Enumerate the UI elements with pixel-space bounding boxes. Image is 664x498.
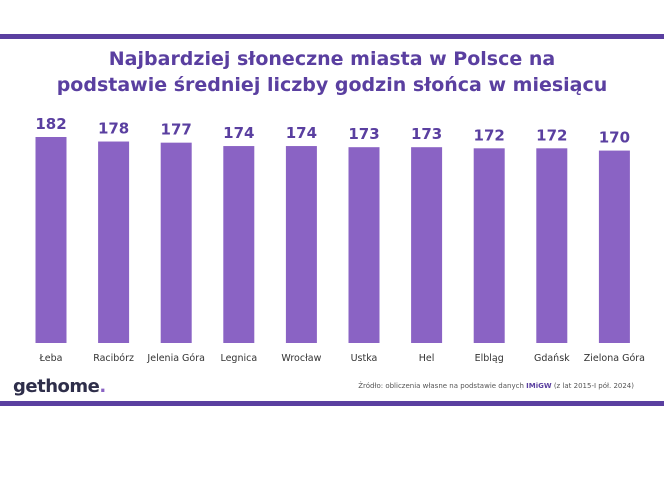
category-label-1: Racibórz	[93, 353, 134, 364]
category-label-0: Łeba	[38, 353, 62, 364]
source-brand: IMiGW	[526, 382, 552, 390]
bar-4	[285, 146, 317, 343]
category-label-2: Jelenia Góra	[146, 353, 205, 364]
chart-title: Najbardziej słoneczne miasta w Polsce na…	[0, 46, 664, 98]
value-label-1: 178	[98, 120, 129, 138]
value-label-7: 172	[474, 126, 505, 144]
top-frame-line	[0, 34, 664, 39]
value-label-4: 174	[286, 124, 317, 142]
source-suffix: (z lat 2015-I pół. 2024)	[553, 382, 634, 390]
value-label-5: 173	[348, 125, 379, 143]
bar-7	[473, 148, 505, 343]
value-label-9: 170	[599, 129, 630, 147]
gethome-logo: gethome.	[13, 376, 106, 397]
chart-title-line-2: podstawie średniej liczby godzin słońca …	[56, 74, 608, 96]
value-label-8: 172	[536, 126, 567, 144]
category-label-3: Legnica	[220, 353, 257, 364]
source-note: Źródło: obliczenia własne na podstawie d…	[358, 382, 634, 390]
bar-0	[35, 137, 67, 343]
category-label-9: Zielona Góra	[584, 353, 645, 364]
bar-3	[223, 146, 255, 343]
bar-9	[598, 150, 630, 343]
category-label-8: Gdańsk	[534, 353, 570, 364]
bar-8	[536, 148, 568, 343]
category-label-5: Ustka	[351, 353, 378, 364]
category-label-4: Wrocław	[281, 353, 321, 364]
bar-6	[411, 147, 443, 343]
source-prefix: Źródło: obliczenia własne na podstawie d…	[358, 382, 524, 390]
chart-title-line-1: Najbardziej słoneczne miasta w Polsce na	[108, 48, 556, 70]
bottom-frame-line	[0, 401, 664, 406]
value-label-0: 182	[35, 115, 66, 133]
value-label-2: 177	[161, 121, 192, 139]
value-label-3: 174	[223, 124, 254, 142]
category-label-7: Elbląg	[475, 353, 504, 364]
bar-5	[348, 147, 380, 343]
bar-1	[98, 141, 130, 343]
logo-dot: .	[99, 376, 106, 397]
bar-2	[160, 142, 192, 343]
logo-text: gethome	[13, 376, 100, 397]
value-label-6: 173	[411, 125, 442, 143]
category-label-6: Hel	[419, 353, 435, 364]
